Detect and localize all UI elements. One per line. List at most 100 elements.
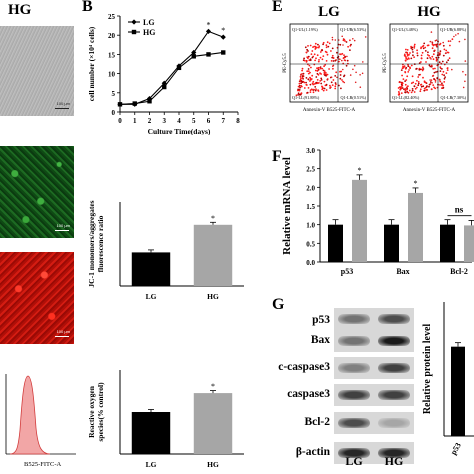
event-dot [416,54,419,57]
event-dot [335,71,338,74]
blot-band-hg [378,336,410,346]
event-dot [439,52,441,54]
event-dot [329,84,331,87]
event-dot [397,93,400,96]
event-dot [431,55,434,58]
event-dot [462,70,464,73]
bar-hg-p53 [352,179,367,262]
event-dot [350,43,352,46]
blot-band-hg [378,448,410,458]
scalebar-label: 100 μm [56,329,70,334]
event-dot [448,57,451,60]
event-dot [406,90,409,93]
x-tick-label: Bcl-2 [450,267,468,276]
event-dot [325,60,328,62]
event-dot [343,59,346,61]
x-tick-label: p53 [341,267,353,276]
jc1-green-micrograph: 100 μm [0,146,74,238]
event-dot [408,53,410,56]
event-dot [339,43,342,46]
event-dot [407,91,410,94]
blot-band-strip [334,357,414,379]
event-dot [349,39,351,42]
event-dot [404,71,406,73]
event-dot [312,80,315,83]
blot-row-label: Bax [310,334,330,346]
event-dot [417,82,420,85]
event-dot [431,41,433,43]
western-blot: p53 Bax c-caspase3 caspase3 Bcl-2 β-actin LG HG [268,294,418,474]
event-dot [314,59,316,62]
event-dot [307,50,309,52]
event-dot [330,81,333,84]
significance-mark: ns [455,205,464,215]
event-dot [319,72,321,74]
event-dot [322,89,325,92]
event-dot [298,82,301,85]
event-dot [322,41,325,44]
event-dot [408,69,410,71]
event-dot [308,64,311,67]
event-dot [317,73,320,76]
blot-band-hg [378,390,410,400]
event-dot [309,80,311,82]
y-tick-label: 3.0 [306,147,315,155]
event-dot [297,94,299,96]
quadrant-lr: Q1-LR(7.30%) [441,95,467,100]
event-dot [412,81,415,84]
event-dot [342,68,344,71]
event-dot [440,62,443,65]
event-dot [332,57,335,59]
event-dot [342,38,345,40]
event-dot [309,83,312,86]
event-dot [464,60,467,62]
y-tick-label: 2.0 [306,184,315,192]
series-line-hg [119,51,224,105]
event-dot [312,91,315,94]
event-dot [426,89,429,91]
event-dot [407,65,410,68]
data-point [176,65,182,71]
event-dot [309,76,311,79]
x-tick-label: 6 [207,117,211,125]
left-header: HG [8,2,32,18]
event-dot [321,49,324,52]
event-dot [353,64,356,67]
event-dot [412,51,414,53]
event-dot [314,86,317,88]
event-dot [411,89,414,92]
event-dot [433,78,436,81]
event-dot [441,82,443,85]
event-dot [313,53,316,56]
flow-y-label: PE-Cy5.5 [383,53,388,73]
event-dot [305,51,308,54]
event-dot [339,74,342,76]
event-dot [429,83,432,85]
event-dot [314,42,317,45]
event-dot [328,68,330,70]
event-dot [339,70,341,73]
event-dot [407,71,410,73]
event-dot [321,88,324,91]
y-tick-label: 0 [112,109,116,117]
event-dot [446,51,449,54]
event-dot [422,76,424,79]
event-dot [438,43,441,46]
event-dot [319,80,322,82]
blot-band-strip [334,308,414,330]
ros-flow-histogram: B525-FITC-A [5,374,76,468]
event-dot [298,93,301,96]
event-dot [304,46,307,49]
event-dot [406,49,409,51]
event-dot [430,88,433,91]
scalebar-label: 100 μm [56,223,70,228]
event-dot [341,35,343,38]
event-dot [359,86,362,88]
event-dot [339,53,341,55]
blot-row-label: Bcl-2 [304,416,330,428]
data-point [161,80,167,86]
event-dot [334,75,337,77]
jc1-red-micrograph: 100 μm [0,252,74,344]
event-dot [420,57,423,60]
event-dot [429,65,432,68]
